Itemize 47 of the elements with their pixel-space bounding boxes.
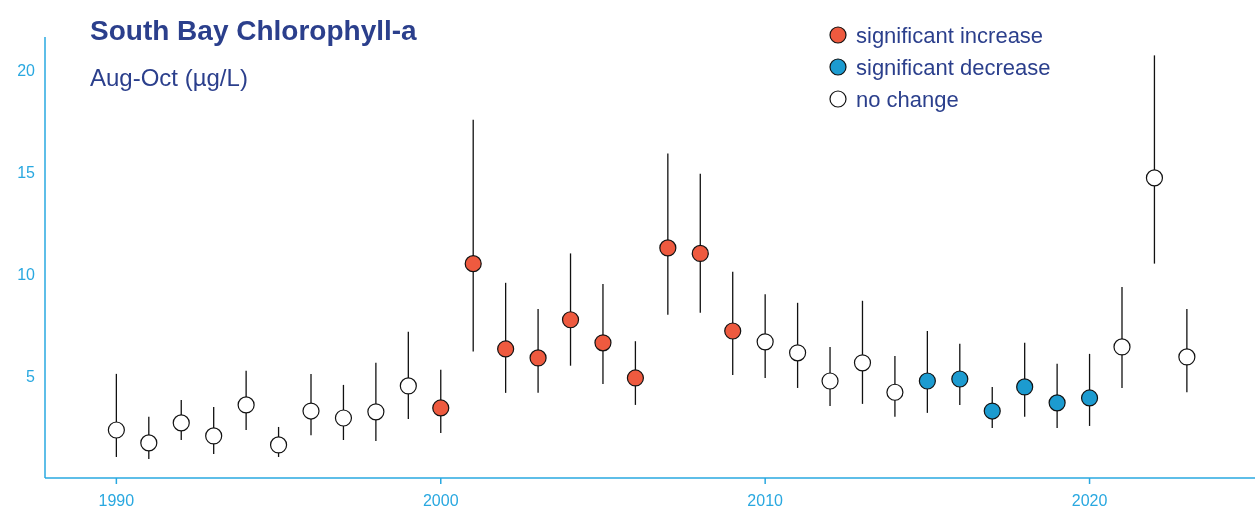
- point: [529, 349, 547, 367]
- point: [789, 344, 807, 362]
- point: [918, 372, 936, 390]
- x-tick-label: 2010: [747, 492, 784, 509]
- point: [172, 414, 190, 432]
- point: [367, 403, 385, 421]
- point: [302, 402, 320, 420]
- y-tick-label: 10: [17, 265, 36, 283]
- point: [464, 255, 482, 273]
- chart-title: South Bay Chlorophyll-a: [90, 15, 418, 46]
- x-tick-label: 2000: [422, 492, 459, 509]
- point: [561, 311, 580, 329]
- point: [399, 377, 417, 395]
- point: [594, 334, 612, 352]
- point: [1113, 338, 1131, 356]
- point: [432, 399, 450, 417]
- point: [334, 409, 353, 427]
- point: [237, 396, 255, 414]
- point: [853, 354, 872, 372]
- text: Aug-Oct (µg/L): [90, 64, 248, 91]
- point: [983, 402, 1001, 420]
- point: [1016, 378, 1034, 396]
- legend-label: significant increase: [856, 23, 1044, 48]
- x-tick-label: 2020: [1071, 492, 1108, 509]
- point: [724, 322, 742, 340]
- point: [1178, 348, 1196, 366]
- point: [107, 421, 125, 439]
- point: [269, 436, 288, 454]
- point: [659, 239, 677, 257]
- point: [205, 427, 223, 445]
- point: [497, 340, 515, 358]
- legend-label: no change: [856, 87, 959, 112]
- point: [756, 333, 774, 351]
- point: [140, 434, 158, 452]
- point: [1080, 389, 1099, 407]
- point: [951, 370, 969, 388]
- legend-label: significant decrease: [856, 55, 1051, 80]
- x-tick-label: 1990: [98, 492, 135, 509]
- y-tick-label: 20: [17, 61, 36, 79]
- y-tick-label: 5: [26, 367, 36, 385]
- point: [821, 372, 839, 390]
- point: [886, 383, 904, 401]
- y-tick-label: 15: [17, 163, 36, 181]
- point: [1145, 169, 1164, 187]
- point: [1048, 394, 1066, 412]
- point: [626, 369, 644, 387]
- point: [691, 244, 709, 263]
